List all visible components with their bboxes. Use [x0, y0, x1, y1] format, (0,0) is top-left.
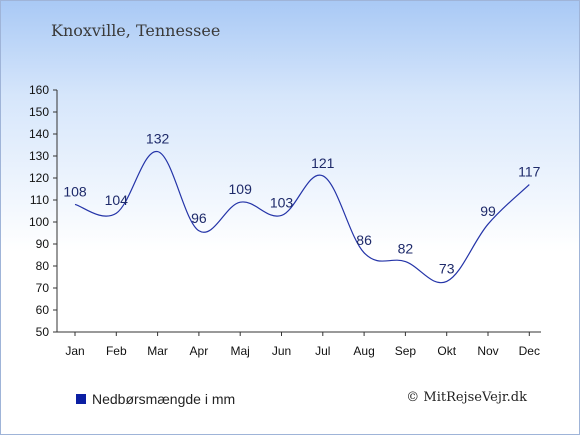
- y-tick-label: 50: [36, 325, 50, 339]
- data-label: 103: [270, 194, 294, 210]
- data-label: 109: [229, 181, 253, 197]
- legend-swatch: [76, 394, 86, 404]
- x-tick-label: Apr: [190, 344, 209, 358]
- y-tick-label: 70: [36, 281, 50, 295]
- x-tick-label: Jan: [65, 344, 84, 358]
- legend: Nedbørsmængde i mm: [76, 391, 235, 407]
- x-tick-label: Aug: [353, 344, 374, 358]
- x-tick-label: Okt: [437, 344, 456, 358]
- series-line-nedbor: [74, 150, 530, 284]
- x-tick-label: Dec: [519, 344, 540, 358]
- chart-title: Knoxville, Tennessee: [51, 21, 221, 40]
- y-axis: 50 60 70 80 90 100 110 120 130 140 150 160: [29, 83, 58, 339]
- data-label: 132: [146, 131, 170, 147]
- x-tick-label: Maj: [231, 344, 250, 358]
- y-tick-label: 60: [36, 303, 50, 317]
- x-tick-label: Feb: [106, 344, 127, 358]
- data-label: 108: [63, 183, 87, 199]
- data-label: 73: [439, 260, 455, 276]
- y-tick-label: 140: [29, 127, 49, 141]
- y-tick-label: 120: [29, 171, 49, 185]
- x-tick-label: Nov: [477, 344, 498, 358]
- data-label: 86: [356, 232, 372, 248]
- y-tick-label: 150: [29, 105, 49, 119]
- data-label: 117: [518, 164, 541, 180]
- data-label: 99: [480, 203, 496, 219]
- y-tick-label: 110: [30, 193, 49, 207]
- credit-text: © MitRejseVejr.dk: [406, 390, 527, 405]
- data-label: 82: [398, 241, 414, 257]
- data-label: 96: [191, 210, 207, 226]
- x-tick-label: Jul: [315, 344, 330, 358]
- x-tick-label: Jun: [272, 344, 291, 358]
- y-tick-label: 80: [36, 259, 50, 273]
- series-layer: [74, 150, 530, 284]
- y-tick-label: 130: [29, 149, 49, 163]
- data-label: 121: [311, 155, 335, 171]
- data-labels: 108 104 132 96 109 103 121 86 82 73 99 117: [63, 131, 540, 277]
- y-tick-label: 90: [36, 237, 50, 251]
- x-tick-label: Mar: [147, 344, 168, 358]
- legend-label: Nedbørsmængde i mm: [92, 391, 236, 407]
- x-axis: Jan Feb Mar Apr Maj Jun Jul Aug Sep Okt Nov Dec: [57, 331, 541, 358]
- x-tick-label: Sep: [395, 344, 417, 358]
- y-tick-label: 160: [29, 83, 49, 97]
- data-label: 104: [105, 192, 129, 208]
- y-tick-label: 100: [29, 215, 49, 229]
